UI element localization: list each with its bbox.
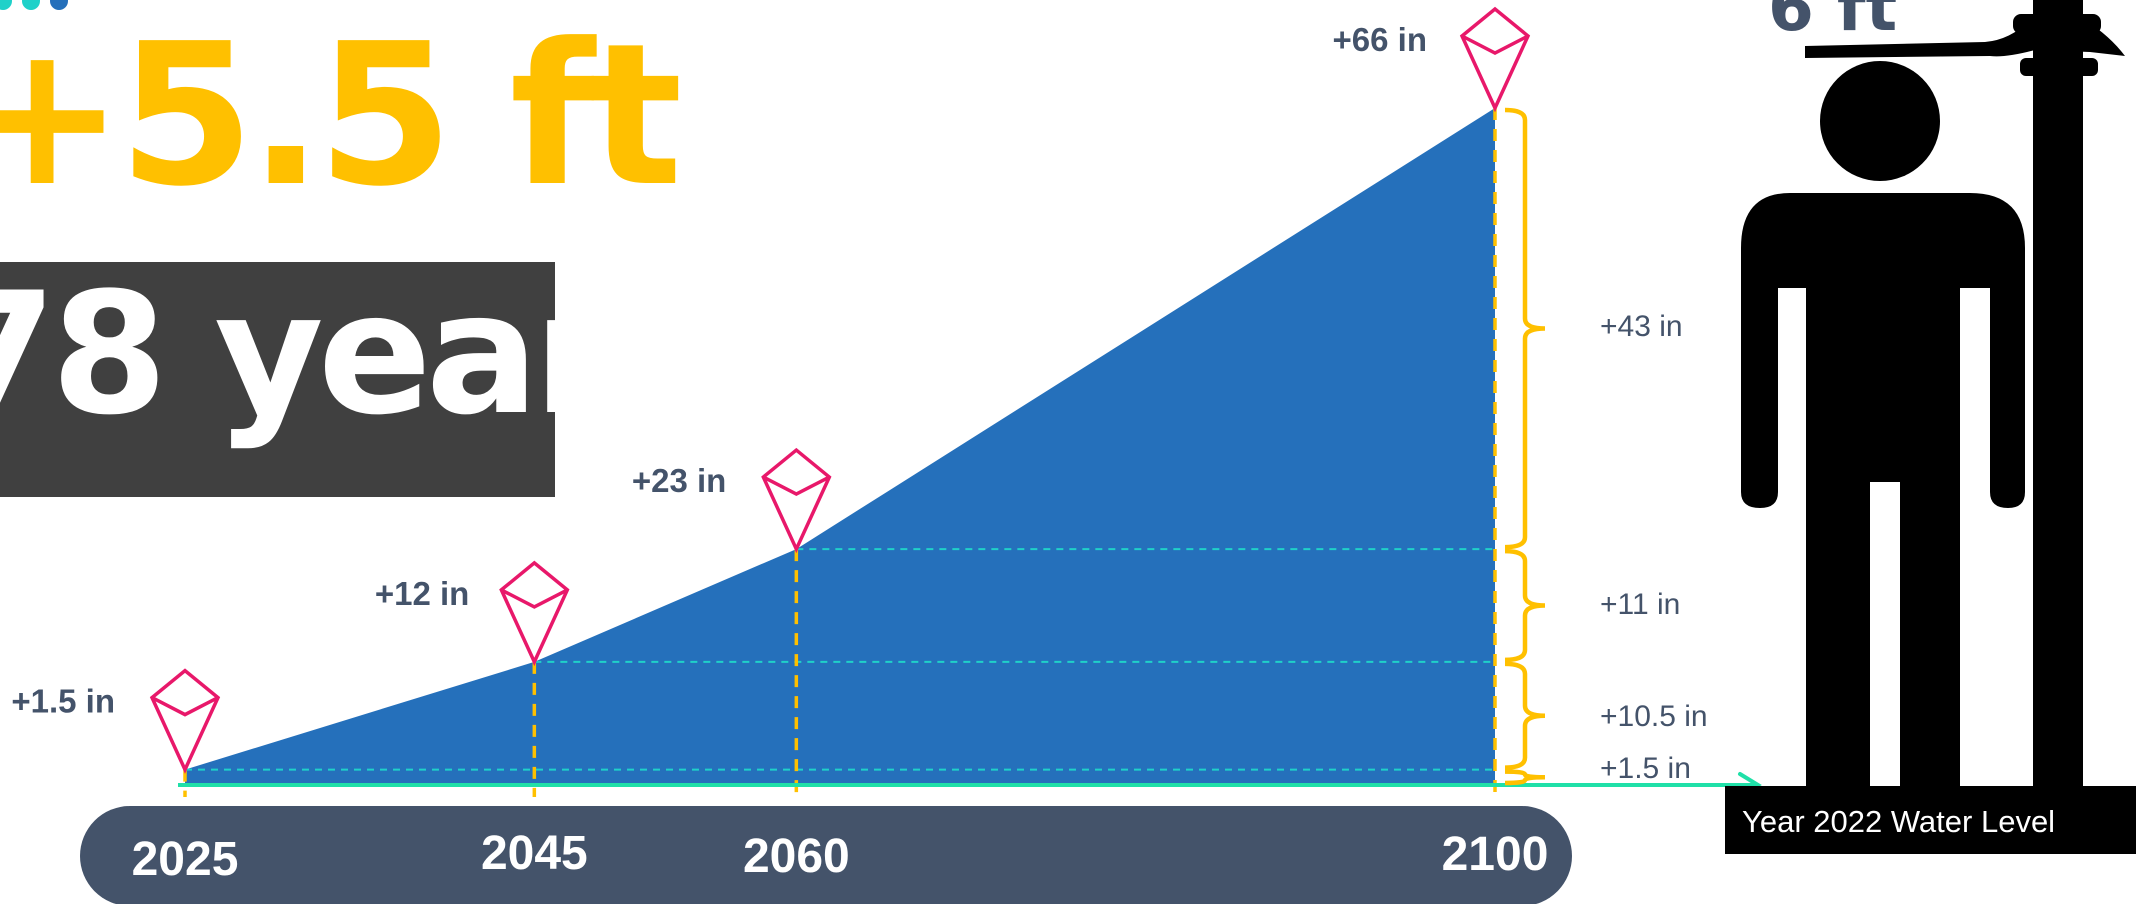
increment-label: +11 in — [1600, 588, 1680, 621]
point-label: +12 in — [375, 575, 469, 612]
increment-brace — [1504, 548, 1546, 663]
year-tick-label: 2045 — [481, 827, 588, 880]
year-tick-label: 2100 — [1442, 828, 1549, 881]
gauge-clamp-bottom — [2020, 58, 2098, 76]
rise-area — [185, 108, 1495, 785]
person-head — [1820, 61, 1940, 181]
increment-label: +10.5 in — [1600, 700, 1708, 733]
point-label: +66 in — [1333, 21, 1427, 58]
point-label: +1.5 in — [11, 683, 115, 720]
person-figure: Year 2022 Water Level 6 ft — [1725, 0, 2136, 854]
dot-blue — [50, 0, 68, 10]
headline-rise: +5.5 ft — [0, 2, 683, 230]
water-level-base — [1725, 786, 2136, 854]
years-label: 78 years — [0, 262, 555, 452]
gauge-headplate — [1805, 20, 2125, 58]
point-marker-facet — [151, 696, 219, 717]
year-tick-label: 2060 — [743, 830, 850, 883]
timeline-bar — [80, 806, 1572, 904]
point-marker — [149, 668, 221, 774]
point-marker — [1459, 6, 1531, 113]
dot-teal — [0, 0, 12, 10]
point-marker — [499, 560, 570, 667]
point-label: +23 in — [632, 462, 726, 499]
water-level-label: Year 2022 Water Level — [1742, 804, 2055, 839]
increment-label: +43 in — [1600, 310, 1683, 343]
gauge-pole — [2033, 0, 2083, 786]
increment-label: +1.5 in — [1600, 752, 1691, 785]
year-tick-label: 2025 — [132, 833, 239, 886]
person-body — [1741, 193, 2025, 790]
increment-brace — [1504, 107, 1546, 550]
point-marker — [761, 447, 832, 554]
years-box: 78 years — [0, 262, 555, 497]
point-marker-facet — [762, 475, 831, 497]
brand-dots — [0, 0, 68, 10]
dot-teal — [22, 0, 40, 10]
person-height-label: 6 ft — [1768, 0, 1897, 46]
increment-brace — [1504, 661, 1546, 770]
point-marker-facet — [500, 588, 569, 609]
point-marker-facet — [1461, 34, 1529, 55]
increment-brace — [1504, 769, 1546, 786]
